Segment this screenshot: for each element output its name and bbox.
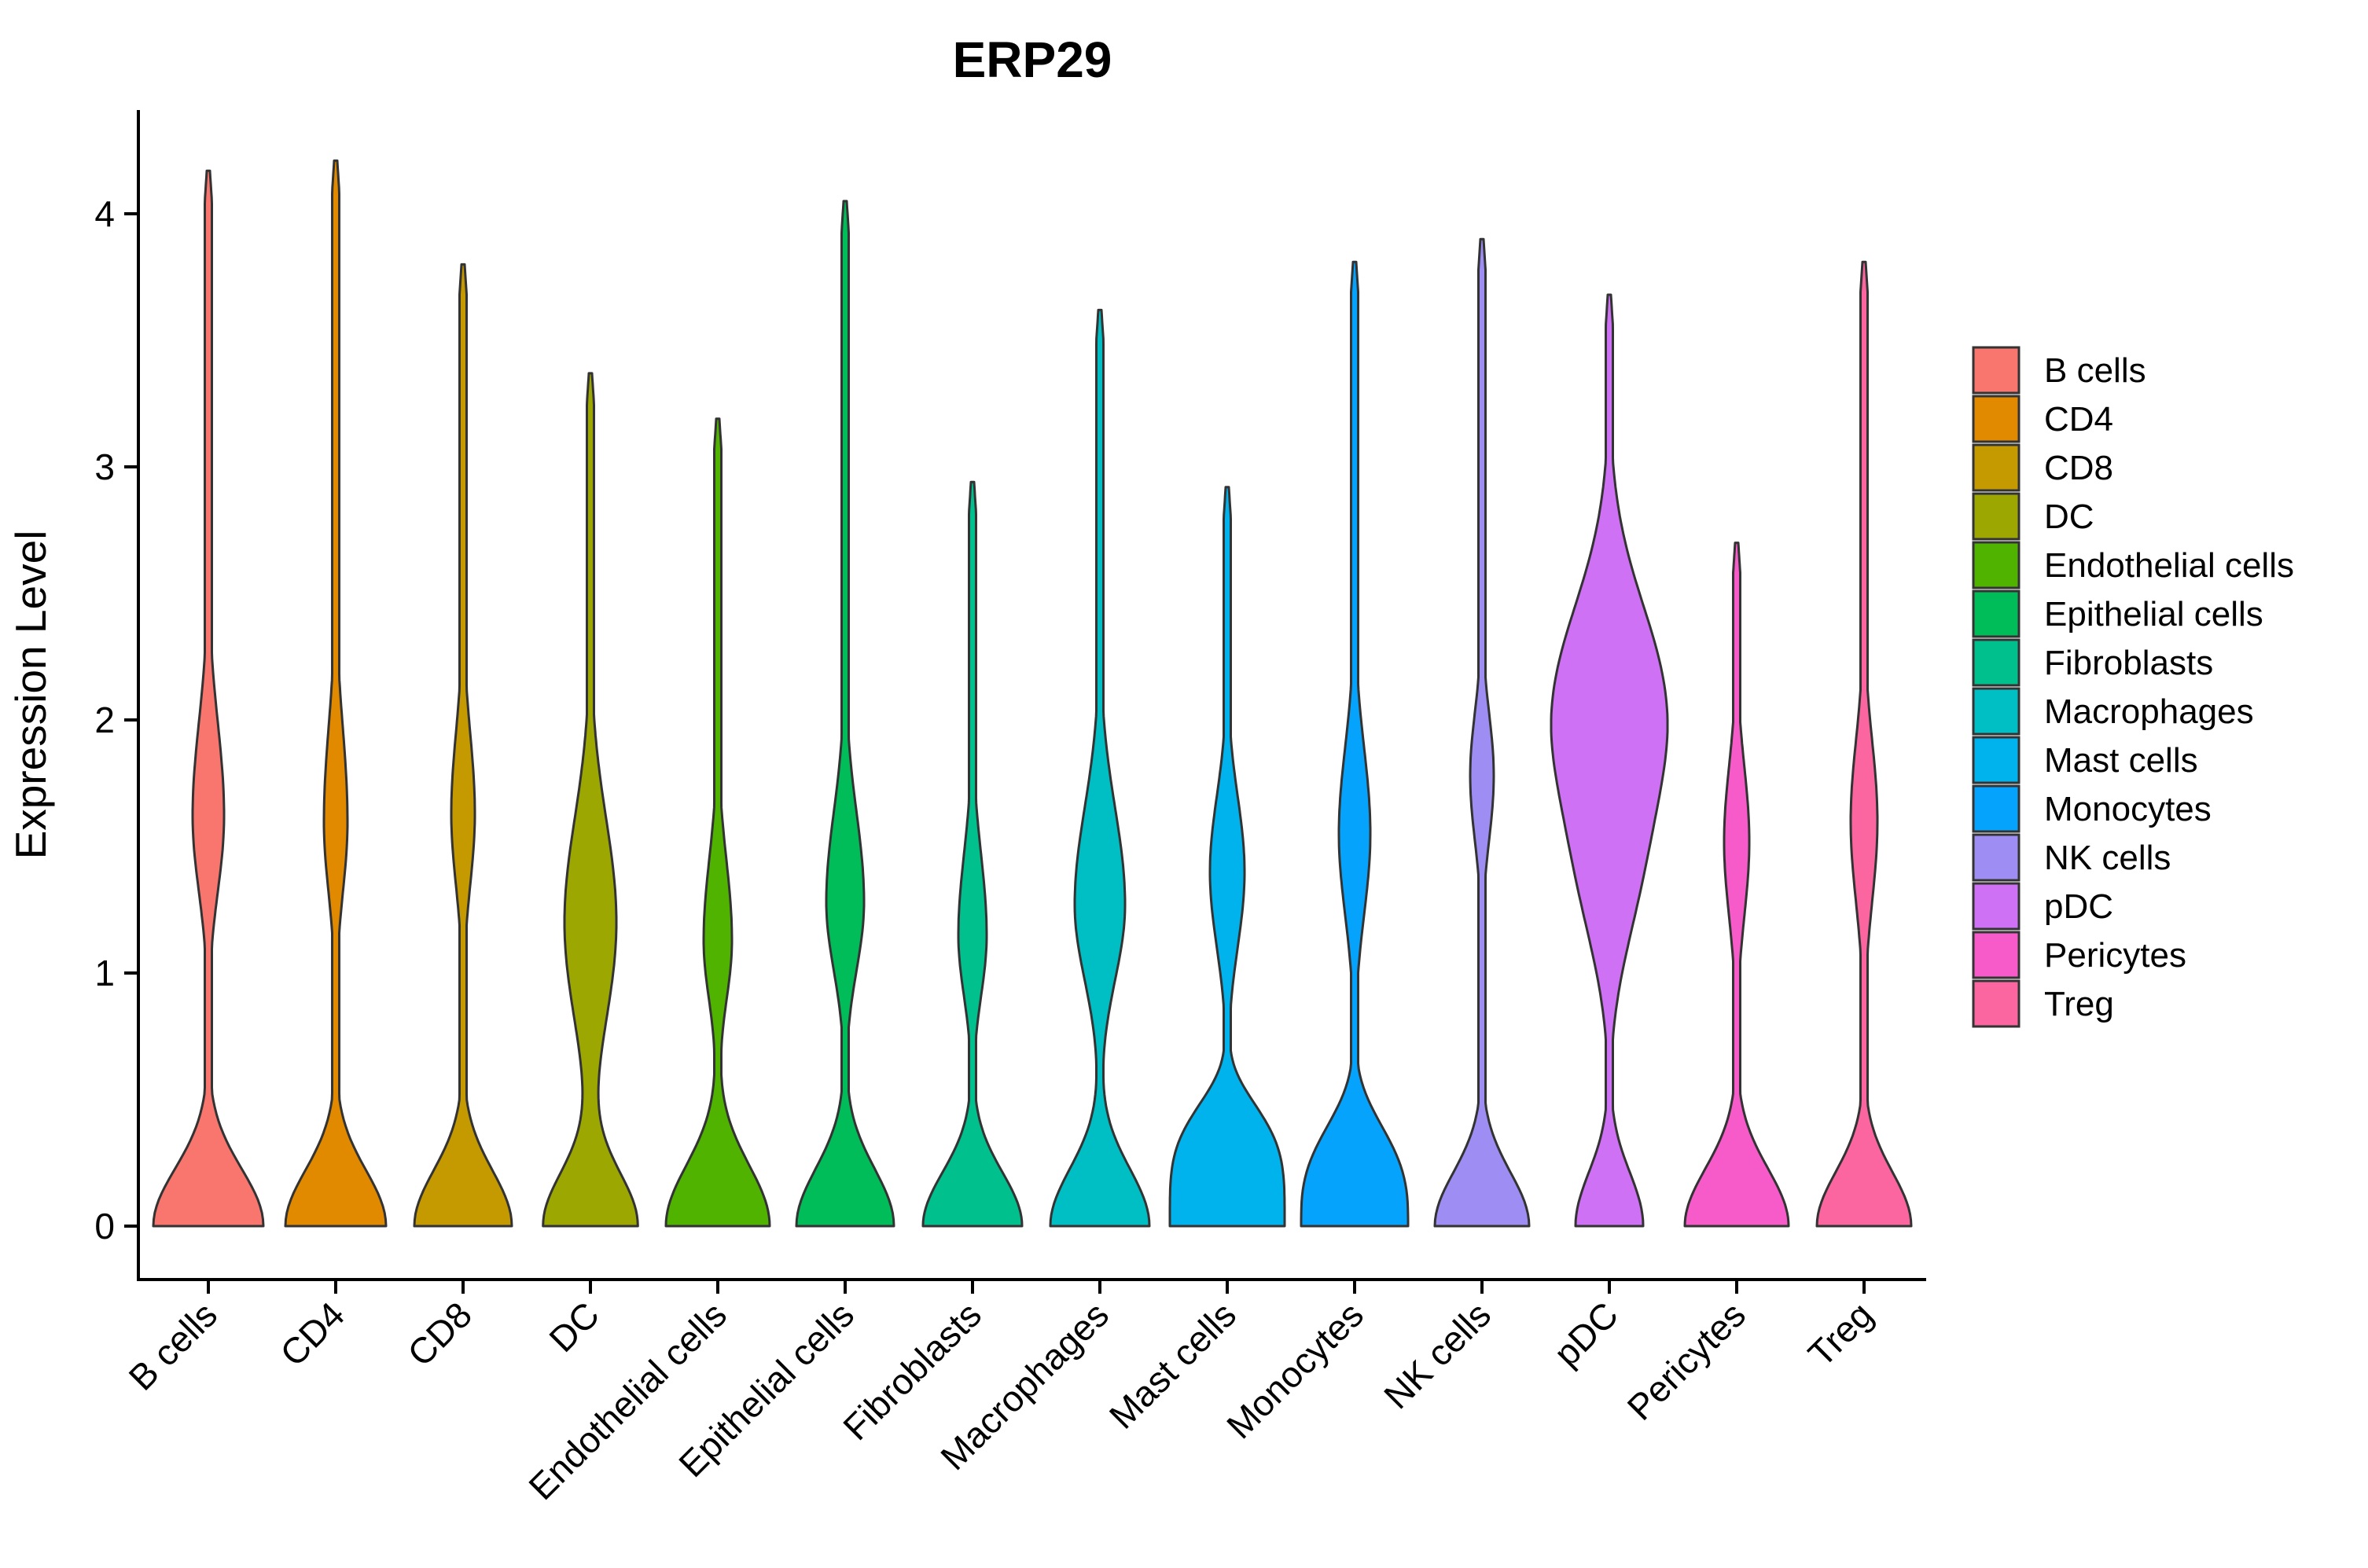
violin-pdc xyxy=(1550,293,1669,1228)
legend-item-b-cells: B cells xyxy=(1972,346,2146,395)
x-tick-label-cd8: CD8 xyxy=(399,1294,480,1374)
legend-key-b-cells xyxy=(1972,346,2021,395)
legend-label-cd8: CD8 xyxy=(2044,449,2113,487)
legend-key-monocytes xyxy=(1972,784,2021,833)
violin-macrophages xyxy=(1049,308,1151,1228)
legend-key-macrophages xyxy=(1972,687,2021,736)
violin-treg xyxy=(1815,260,1913,1228)
violin-epithelial-cells xyxy=(795,200,895,1228)
legend-key-epithelial-cells xyxy=(1972,589,2021,638)
legend-item-fibroblasts: Fibroblasts xyxy=(1972,638,2213,687)
y-tick-label-2: 2 xyxy=(94,700,115,740)
violins xyxy=(152,159,1913,1228)
y-tick-label-0: 0 xyxy=(94,1206,115,1247)
legend-item-pdc: pDC xyxy=(1972,882,2113,931)
x-tick-label-cd4: CD4 xyxy=(272,1294,352,1374)
legend-key-cd8 xyxy=(1972,443,2021,492)
violin-b-cells xyxy=(152,169,265,1228)
legend-key-endothelial-cells xyxy=(1972,541,2021,589)
legend-label-macrophages: Macrophages xyxy=(2044,692,2254,731)
legend-label-fibroblasts: Fibroblasts xyxy=(2044,644,2213,682)
legend-label-nk-cells: NK cells xyxy=(2044,839,2171,877)
legend-item-treg: Treg xyxy=(1972,979,2114,1028)
violin-nk-cells xyxy=(1433,237,1531,1228)
violin-dc xyxy=(542,372,639,1228)
legend-item-nk-cells: NK cells xyxy=(1972,833,2171,882)
legend-label-b-cells: B cells xyxy=(2044,351,2146,390)
legend-label-pericytes: Pericytes xyxy=(2044,936,2186,975)
legend-item-dc: DC xyxy=(1972,492,2094,541)
legend-label-pdc: pDC xyxy=(2044,887,2113,926)
legend-label-mast-cells: Mast cells xyxy=(2044,741,2198,780)
legend-item-cd8: CD8 xyxy=(1972,443,2113,492)
legend-item-pericytes: Pericytes xyxy=(1972,931,2186,979)
legend-key-pericytes xyxy=(1972,931,2021,979)
legend-label-endothelial-cells: Endothelial cells xyxy=(2044,546,2294,585)
y-tick-label-4: 4 xyxy=(94,193,115,234)
legend-label-cd4: CD4 xyxy=(2044,400,2113,439)
legend-key-dc xyxy=(1972,492,2021,541)
violin-fibroblasts xyxy=(921,480,1024,1228)
legend-key-cd4 xyxy=(1972,395,2021,443)
x-tick-label-b-cells: B cells xyxy=(120,1294,225,1398)
x-tick-label-nk-cells: NK cells xyxy=(1376,1294,1498,1416)
legend-item-cd4: CD4 xyxy=(1972,395,2113,443)
legend-item-epithelial-cells: Epithelial cells xyxy=(1972,589,2263,638)
chart-title: ERP29 xyxy=(953,31,1112,88)
legend-label-epithelial-cells: Epithelial cells xyxy=(2044,595,2263,633)
y-tick-label-3: 3 xyxy=(94,446,115,487)
y-axis-label: Expression Level xyxy=(6,531,55,860)
violin-cd4 xyxy=(284,159,388,1228)
legend-key-pdc xyxy=(1972,882,2021,931)
x-tick-label-dc: DC xyxy=(541,1294,607,1360)
legend-item-macrophages: Macrophages xyxy=(1972,687,2254,736)
legend-key-treg xyxy=(1972,979,2021,1028)
violin-monocytes xyxy=(1300,260,1410,1228)
legend-label-treg: Treg xyxy=(2044,985,2114,1023)
legend-item-mast-cells: Mast cells xyxy=(1972,736,2198,784)
violin-pericytes xyxy=(1683,542,1790,1228)
x-tick-label-treg: Treg xyxy=(1800,1294,1881,1374)
legend-item-endothelial-cells: Endothelial cells xyxy=(1972,541,2294,589)
x-tick-label-monocytes: Monocytes xyxy=(1219,1294,1371,1446)
legend-key-nk-cells xyxy=(1972,833,2021,882)
legend-key-mast-cells xyxy=(1972,736,2021,784)
violin-mast-cells xyxy=(1168,486,1286,1228)
legend-label-dc: DC xyxy=(2044,498,2094,536)
violin-cd8 xyxy=(413,263,513,1228)
y-tick-label-1: 1 xyxy=(94,953,115,993)
x-tick-label-pdc: pDC xyxy=(1546,1294,1626,1374)
legend-item-monocytes: Monocytes xyxy=(1972,784,2212,833)
x-tick-label-pericytes: Pericytes xyxy=(1620,1294,1754,1428)
legend-label-monocytes: Monocytes xyxy=(2044,790,2212,828)
legend-key-fibroblasts xyxy=(1972,638,2021,687)
legend: B cells CD4 CD8 DC Endothelial cells Epitheli… xyxy=(1972,346,2294,1028)
violin-endothelial-cells xyxy=(664,417,771,1228)
